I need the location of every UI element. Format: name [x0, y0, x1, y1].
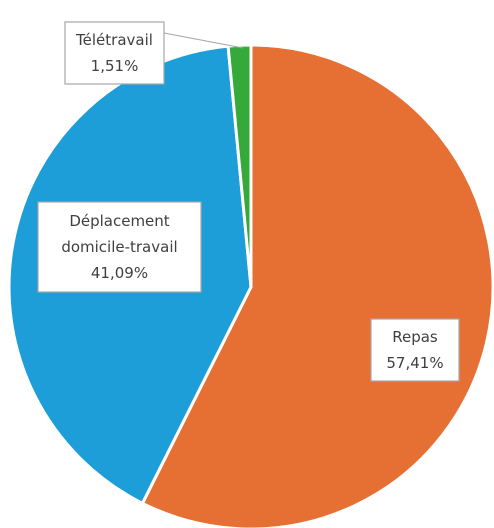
data-label-category: Repas: [392, 328, 438, 346]
data-label-d-placement-domicile-travail: Déplacement domicile-travail 41,09%: [37, 201, 202, 293]
data-label-box: [37, 201, 202, 293]
data-label-category: Déplacement: [69, 212, 169, 230]
data-label-box: [370, 318, 460, 382]
leader-line: [163, 32, 244, 49]
data-label-category: Télétravail: [75, 31, 153, 49]
data-label-box: [64, 21, 165, 85]
pie-slice-t-l-travail: [226, 43, 253, 289]
pie-slice-repas: [140, 43, 494, 528]
data-label-repas: Repas 57,41%: [370, 318, 460, 382]
data-label-value: 57,41%: [386, 354, 443, 372]
data-label-value: 41,09%: [91, 264, 148, 282]
data-labels: Repas 57,41% Déplacement domicile-travail 41…: [37, 21, 460, 382]
data-label-category: domicile-travail: [61, 238, 177, 256]
leader-lines: [163, 32, 244, 49]
data-label-value: 1,51%: [91, 57, 139, 75]
data-label-t-l-travail: Télétravail 1,51%: [64, 21, 165, 85]
